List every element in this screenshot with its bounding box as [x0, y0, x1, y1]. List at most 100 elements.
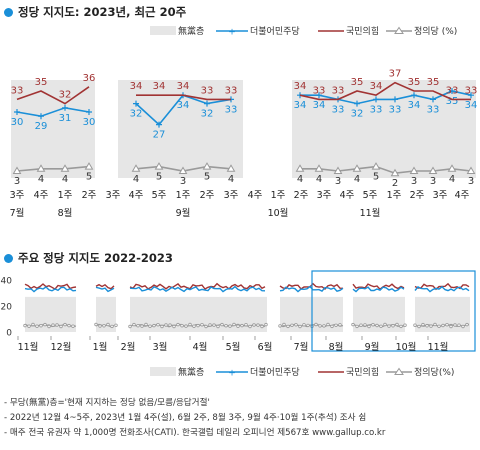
point-dem: [468, 92, 474, 99]
ytick-0: 0: [6, 329, 12, 339]
legend-none-label: 無黨층: [178, 366, 204, 378]
point2-jp: [35, 324, 39, 328]
point2-jp: [413, 323, 417, 327]
label-ppp: 34: [370, 81, 383, 92]
point-dem: [354, 100, 360, 107]
point2-jp: [140, 324, 144, 328]
label-dem: 31: [59, 113, 72, 124]
footnotes: - 무당(無黨)층='현재 지지하는 정당 없음/모름/응답거절' - 2022…: [4, 396, 385, 441]
label-dem: 34: [465, 100, 478, 111]
label-ppp: 35: [35, 77, 48, 88]
point2-jp: [379, 324, 383, 328]
point2-jp: [403, 323, 407, 327]
bullet-icon: [4, 254, 13, 263]
label-dem: 33: [389, 104, 402, 115]
point2-jp: [417, 324, 421, 329]
point2-jp: [260, 324, 264, 329]
legend-none-swatch: [150, 26, 176, 35]
label-ppp: 35: [427, 77, 440, 88]
point-dem: [156, 121, 162, 128]
point2-jp: [395, 322, 399, 327]
point2-jp: [248, 324, 252, 329]
point2-jp: [180, 324, 184, 328]
point2-jp: [302, 323, 306, 327]
month2-tick: 4월: [193, 341, 208, 353]
line-jp-g2: [300, 165, 472, 175]
week-tick: 5주: [152, 190, 167, 201]
point2-jp: [425, 324, 429, 328]
legend-none-swatch: [150, 367, 176, 376]
label-dem: 34: [313, 100, 326, 111]
legend-dem-label: 더불어민주당: [250, 367, 300, 378]
point-jp: [202, 162, 212, 170]
point2-jp: [240, 323, 244, 328]
month2-tick: 2월: [121, 341, 136, 353]
week-tick: 2주: [82, 190, 97, 201]
point2-jp: [252, 323, 256, 327]
point2-jp: [391, 324, 395, 328]
label-dem: 34: [408, 100, 421, 111]
point-dem: [14, 109, 20, 115]
month2-tick: 5월: [226, 341, 241, 353]
point2-jp: [338, 323, 342, 327]
legend-dem-marker: +: [228, 369, 236, 379]
point2-jp: [47, 324, 51, 329]
footnote-1: - 무당(無黨)층='현재 지지하는 정당 없음/모름/응답거절': [4, 398, 210, 408]
line2-ppp-4: [352, 283, 405, 291]
point2-jp: [326, 322, 330, 327]
label-jp: 5: [156, 172, 162, 183]
week-tick: 3주: [433, 190, 448, 201]
label-dem: 35: [446, 96, 459, 107]
point2-jp: [387, 324, 391, 328]
label-dem: 29: [35, 121, 48, 132]
point2-jp: [43, 322, 47, 327]
label-dem: 32: [351, 109, 364, 120]
label-dem: 30: [11, 117, 24, 128]
point2-jp: [264, 322, 268, 327]
label-dem: 33: [332, 104, 345, 115]
point-jp: [314, 164, 324, 172]
month2-tick: 3월: [153, 341, 168, 353]
chart2-title-text: 주요 정당 지지도 2022-2023: [18, 251, 173, 265]
legend-jp-label: 정의당 (%): [414, 26, 457, 37]
point2-jp: [23, 323, 27, 328]
point-jp: [352, 164, 362, 172]
point-dem: [411, 92, 417, 99]
point-jp: [371, 162, 381, 170]
footnote-2: - 2022년 12월 4~5주, 2023년 1월 4주(설), 6월 2주,…: [4, 413, 367, 423]
point2-jp: [67, 323, 71, 328]
week-tick: 2주: [410, 190, 425, 201]
point-dem: [392, 96, 398, 103]
label-jp: 5: [373, 172, 379, 183]
line-ppp-g2: [299, 81, 471, 101]
point2-jp: [371, 323, 375, 327]
point2-jp: [461, 324, 465, 329]
week-tick: 2주: [200, 190, 215, 201]
week-tick: 3주: [224, 190, 239, 201]
label-jp: 4: [228, 174, 234, 185]
point2-jp: [196, 323, 200, 328]
point2-jp: [453, 323, 457, 327]
label-dem: 34: [294, 100, 307, 111]
point-dem: [316, 92, 322, 99]
legend-jp-label: 정의당(%): [414, 367, 454, 378]
highlight-box: [311, 270, 476, 352]
point2-jp: [437, 324, 441, 328]
label-jp: 4: [316, 174, 322, 185]
month2-tick: 9월: [365, 341, 380, 353]
point2-jp: [282, 322, 286, 327]
point2-jp: [375, 323, 379, 328]
point2-jp: [294, 323, 298, 327]
chart2-svg: 0 20 40 11월 12월 1월 2월 3월 4월 5월 6월 7월 8월 9월 10월 11월 無黨층 + 더…: [1, 270, 476, 379]
point-dem: [204, 100, 210, 107]
week-tick: 4주: [129, 190, 144, 201]
line-ppp-g0: [16, 86, 90, 105]
point2-jp: [363, 323, 367, 327]
line2-dem-5: [414, 285, 470, 293]
point2-jp: [176, 322, 180, 327]
week-tick: 3주: [106, 190, 121, 201]
week-tick: 3주: [10, 190, 25, 201]
point2-jp: [228, 324, 232, 328]
point2-jp: [144, 322, 148, 327]
line-jp-g0: [16, 165, 90, 172]
